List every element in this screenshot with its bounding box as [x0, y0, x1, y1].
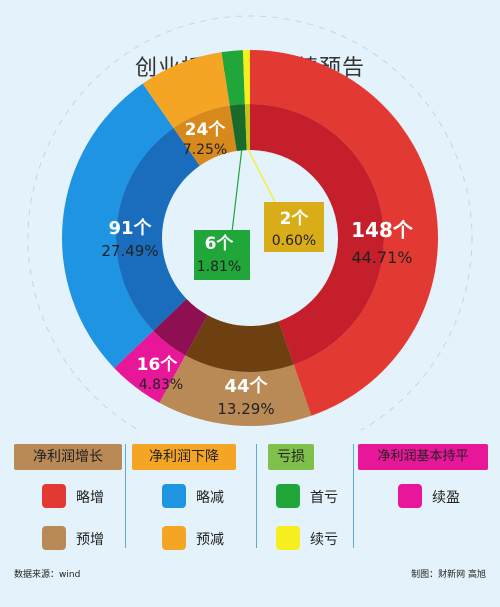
legend-swatch — [42, 484, 66, 508]
leader-line-2 — [247, 149, 276, 203]
legend-group-header: 亏损 — [268, 444, 314, 470]
slice-outer-2 — [114, 330, 186, 403]
inner-label-boxes — [194, 202, 324, 280]
leader-line-6 — [231, 150, 243, 233]
inner-box-2 — [264, 202, 324, 252]
guide-ring-outer — [27, 15, 473, 430]
donut-chart: 148个 44.71% 44个 13.29% 16个 4.83% 91个 27.… — [27, 15, 473, 430]
legend-swatch — [398, 484, 422, 508]
legend: 净利润增长 略增 预增 净利润下降 略减 预减 亏损 首亏 续亏 — [0, 438, 500, 558]
label-count-16: 16个 — [137, 354, 179, 375]
label-count-6: 6个 — [205, 233, 235, 254]
slice-inner-4 — [173, 105, 237, 166]
legend-swatch — [162, 484, 186, 508]
slice-inner-5 — [229, 104, 247, 152]
legend-label: 预增 — [76, 532, 104, 548]
label-percent-2: 0.60% — [272, 233, 316, 249]
slice-inner-3 — [116, 127, 200, 331]
slice-outer-5 — [221, 50, 245, 106]
label-percent-6: 1.81% — [197, 259, 241, 275]
legend-swatch — [276, 526, 300, 550]
legend-divider — [125, 444, 126, 548]
inner-box-6 — [194, 230, 250, 280]
legend-group-loss: 亏损 首亏 续亏 — [268, 438, 348, 550]
label-percent-91: 27.49% — [101, 242, 158, 260]
legend-label: 续亏 — [310, 532, 338, 548]
slice-inner-2 — [153, 298, 208, 356]
legend-label: 续盈 — [432, 490, 460, 506]
legend-divider — [256, 444, 257, 548]
legend-swatch — [42, 526, 66, 550]
legend-group-decline: 净利润下降 略减 预减 — [132, 438, 242, 550]
legend-swatch — [276, 484, 300, 508]
slice-outer-4 — [142, 52, 230, 128]
label-percent-24: 7.25% — [183, 142, 227, 158]
legend-divider — [353, 444, 354, 548]
label-count-2: 2个 — [280, 208, 310, 229]
data-source: 数据来源：wind — [14, 570, 81, 580]
chart-credit: 制图：财新网 高旭 — [411, 570, 486, 580]
legend-label: 预减 — [196, 532, 224, 548]
slice-inner-1 — [185, 315, 294, 372]
label-percent-16: 4.83% — [139, 377, 183, 393]
slice-inner-6 — [244, 104, 250, 151]
legend-group-header: 净利润增长 — [14, 444, 122, 470]
slice-outer-1 — [159, 355, 312, 426]
legend-group-header: 净利润下降 — [132, 444, 236, 470]
legend-group-flat: 净利润基本持平 续盈 — [358, 438, 494, 550]
label-count-24: 24个 — [185, 119, 227, 140]
label-percent-148: 44.71% — [351, 248, 412, 267]
slice-group — [61, 50, 438, 426]
legend-label: 略减 — [196, 490, 224, 506]
slice-inner-0 — [250, 104, 384, 365]
slice-outer-3 — [61, 83, 174, 369]
legend-group-growth: 净利润增长 略增 预增 — [14, 438, 124, 550]
label-count-148: 148个 — [351, 218, 414, 242]
slice-outer-0 — [250, 50, 438, 416]
slice-outer-6 — [242, 50, 250, 105]
leader-lines — [231, 149, 276, 233]
legend-label: 略增 — [76, 490, 104, 506]
legend-label: 首亏 — [310, 490, 338, 506]
label-percent-44: 13.29% — [217, 400, 274, 418]
legend-swatch — [162, 526, 186, 550]
label-count-91: 91个 — [108, 217, 152, 239]
label-count-44: 44个 — [224, 375, 268, 397]
legend-group-header: 净利润基本持平 — [358, 444, 488, 470]
